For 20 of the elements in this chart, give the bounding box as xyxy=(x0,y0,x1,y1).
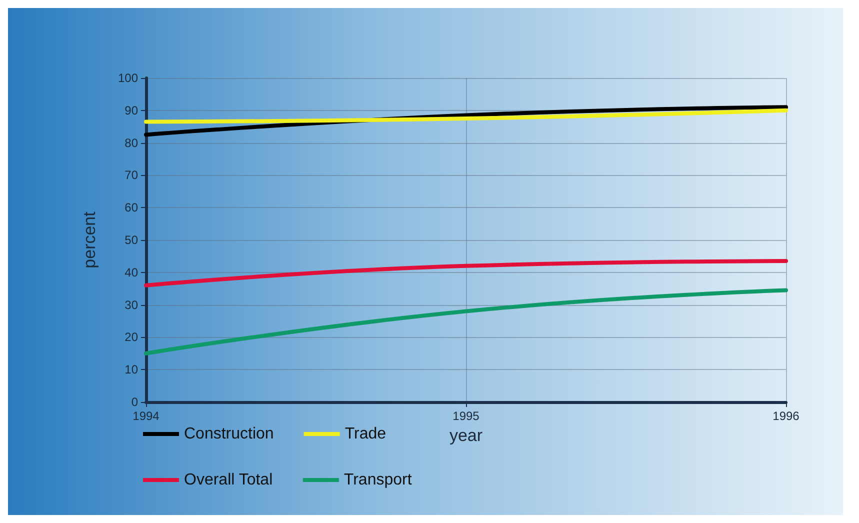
y-axis-title: percent xyxy=(80,211,99,268)
y-tick-label: 10 xyxy=(124,362,138,377)
x-tick-label: 1996 xyxy=(772,409,800,423)
legend-label: Construction xyxy=(184,426,274,442)
legend-label: Transport xyxy=(344,472,412,488)
y-tick-label: 50 xyxy=(124,233,138,247)
y-tick-label: 60 xyxy=(124,200,138,215)
y-tick-label: 70 xyxy=(124,168,138,182)
y-tick-label: 80 xyxy=(124,136,138,150)
y-tick-label: 90 xyxy=(124,103,138,118)
legend-label: Overall Total xyxy=(184,472,273,488)
x-tick-label: 1994 xyxy=(132,409,160,423)
y-tick-label: 20 xyxy=(124,330,138,344)
y-tick-label: 40 xyxy=(124,265,138,280)
y-tick-label: 30 xyxy=(124,298,138,312)
x-tick-label: 1995 xyxy=(452,409,480,423)
y-tick-label: 0 xyxy=(131,395,138,409)
y-tick-label: 100 xyxy=(118,71,138,85)
legend-label: Trade xyxy=(344,426,386,442)
x-axis-title: year xyxy=(449,426,483,445)
